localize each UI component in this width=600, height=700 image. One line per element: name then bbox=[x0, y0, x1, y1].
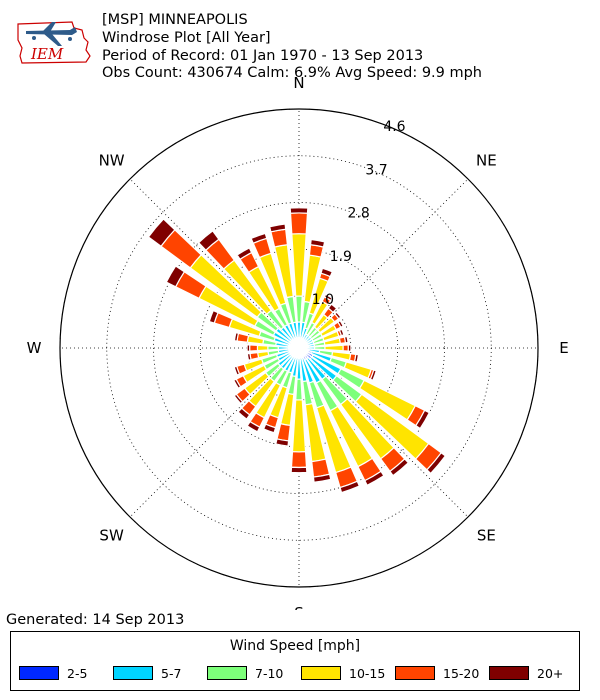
bar-segment-90-15-20 bbox=[342, 344, 349, 352]
grid-ring bbox=[153, 202, 445, 494]
bar-segment-70-20+ bbox=[338, 328, 345, 337]
bar-segment-340-20+ bbox=[250, 232, 268, 245]
legend-swatch bbox=[489, 666, 529, 680]
legend: Wind Speed [mph] 2-5 5-7 7-10 10-15 15-20 20+ bbox=[10, 631, 580, 691]
legend-swatch bbox=[395, 666, 435, 680]
bar-segment-320-20+ bbox=[197, 230, 220, 252]
ring-label: 2.8 bbox=[348, 206, 370, 222]
compass-label-W: W bbox=[27, 339, 42, 357]
obs-summary: Obs Count: 430674 Calm: 6.9% Avg Speed: … bbox=[102, 65, 483, 81]
bar-segment-200-20+ bbox=[262, 423, 277, 434]
bar-segment-180-7-10 bbox=[295, 378, 303, 401]
bar-segment-310-20+ bbox=[147, 218, 176, 248]
ring-label: 1.9 bbox=[330, 249, 352, 265]
bar-segment-350-15-20 bbox=[270, 228, 289, 248]
bar-segment-120-20+ bbox=[415, 409, 431, 430]
compass-label-NW: NW bbox=[99, 152, 125, 170]
period-of-record: Period of Record: 01 Jan 1970 - 13 Sep 2… bbox=[102, 48, 424, 64]
legend-label: 10-15 bbox=[349, 666, 386, 681]
compass-label-S: S bbox=[294, 604, 304, 610]
bar-segment-180-10-15 bbox=[291, 399, 307, 453]
legend-label: 15-20 bbox=[443, 666, 480, 681]
bar-segment-90-7-10 bbox=[313, 345, 326, 351]
legend-label: 20+ bbox=[537, 666, 564, 681]
bar-segment-270-15-20 bbox=[249, 344, 259, 352]
ring-label: 1.0 bbox=[312, 292, 334, 308]
windrose-chart: 1.0 1.9 2.8 3.7 4.6 N NE E SE S SW W NW bbox=[27, 74, 569, 610]
bar-segment-10-20+ bbox=[309, 238, 326, 248]
bar-segment-80-20+ bbox=[343, 335, 349, 344]
bar-segment-250-20+ bbox=[233, 365, 241, 376]
compass-label-E: E bbox=[559, 339, 568, 357]
bar-segment-110-20+ bbox=[369, 369, 378, 382]
generated-date: Generated: 14 Sep 2013 bbox=[6, 612, 185, 628]
bar-segment-290-20+ bbox=[208, 309, 219, 324]
legend-label: 2-5 bbox=[67, 666, 88, 681]
bar-segment-0-15-20 bbox=[289, 212, 309, 235]
bar-segment-50-20+ bbox=[333, 311, 342, 320]
bar-segment-280-15-20 bbox=[236, 332, 250, 343]
bar-segment-270-10-15 bbox=[256, 344, 269, 352]
bar-segment-0-20+ bbox=[289, 207, 309, 214]
bar-segment-130-20+ bbox=[426, 451, 447, 475]
bars bbox=[147, 207, 447, 494]
ring-label: 3.7 bbox=[365, 162, 387, 178]
legend-label: 5-7 bbox=[161, 666, 182, 681]
bar-segment-300-20+ bbox=[165, 265, 186, 288]
labels: 1.0 1.9 2.8 3.7 4.6 N NE E SE S SW W NW bbox=[27, 74, 569, 610]
bar-segment-190-15-20 bbox=[276, 423, 291, 442]
bar-segment-140-20+ bbox=[389, 458, 410, 477]
bar-segment-280-20+ bbox=[233, 332, 240, 342]
bar-segment-0-10-15 bbox=[291, 233, 307, 297]
bar-segment-190-20+ bbox=[275, 438, 290, 447]
logo-text: IEM bbox=[30, 45, 64, 63]
legend-swatch bbox=[207, 666, 247, 680]
bar-segment-270-7-10 bbox=[267, 345, 279, 351]
legend-label: 7-10 bbox=[255, 666, 284, 681]
legend-swatch bbox=[301, 666, 341, 680]
legend-swatch bbox=[19, 666, 59, 680]
bar-segment-20-20+ bbox=[320, 267, 334, 278]
grid-ring bbox=[59, 108, 539, 588]
bar-segment-100-20+ bbox=[353, 353, 360, 363]
legend-title: Wind Speed [mph] bbox=[229, 638, 361, 654]
compass-label-N: N bbox=[293, 74, 304, 92]
bar-segment-330-20+ bbox=[236, 247, 253, 261]
compass-label-SW: SW bbox=[99, 526, 124, 544]
bar-segment-180-15-20 bbox=[290, 451, 308, 469]
bar-segment-180-20+ bbox=[290, 466, 308, 474]
bar-segment-30-20+ bbox=[323, 293, 333, 302]
plot-title: Windrose Plot [All Year] bbox=[102, 30, 271, 46]
airplane-icon bbox=[26, 22, 77, 46]
bar-segment-160-20+ bbox=[339, 480, 361, 494]
ring-label: 4.6 bbox=[383, 119, 405, 135]
bar-segment-40-20+ bbox=[327, 303, 338, 314]
bar-segment-0-7-10 bbox=[295, 295, 303, 323]
bar-segment-350-20+ bbox=[268, 223, 287, 233]
bar-segment-60-20+ bbox=[337, 319, 345, 329]
bar-segment-230-20+ bbox=[233, 393, 244, 405]
compass-label-NE: NE bbox=[476, 152, 497, 170]
bar-segment-90-10-15 bbox=[324, 344, 344, 352]
station-title: [MSP] MINNEAPOLIS bbox=[102, 12, 248, 28]
bar-segment-150-20+ bbox=[364, 470, 385, 487]
bar-segment-270-20+ bbox=[246, 344, 251, 352]
bar-segment-260-20+ bbox=[246, 352, 252, 361]
compass-label-SE: SE bbox=[477, 526, 496, 544]
bar-segment-90-20+ bbox=[347, 344, 352, 352]
iem-logo: IEM bbox=[17, 21, 91, 64]
bar-segment-240-20+ bbox=[233, 378, 242, 390]
bar-segment-210-20+ bbox=[246, 420, 261, 433]
legend-swatch bbox=[113, 666, 153, 680]
bar-segment-220-20+ bbox=[237, 407, 251, 420]
bar-segment-170-20+ bbox=[312, 473, 332, 483]
